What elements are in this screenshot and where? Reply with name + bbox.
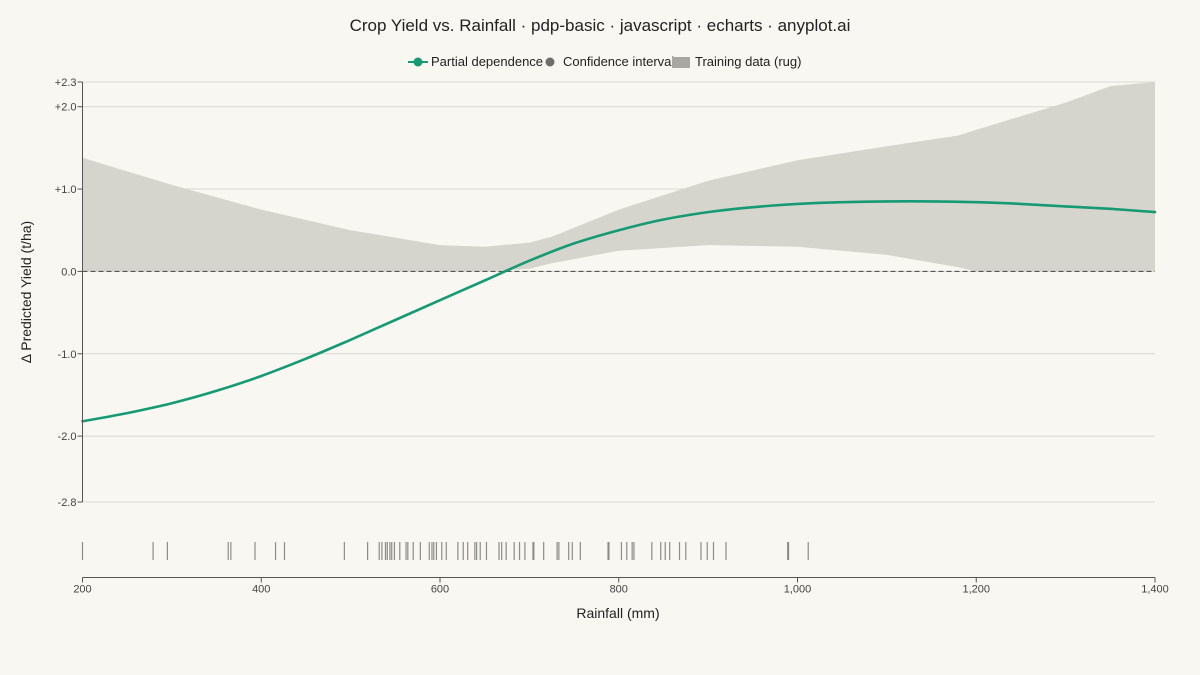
partial-dependence-line	[81, 200, 1157, 423]
y-tick-label: -1.0	[58, 349, 77, 361]
confidence-band	[82, 82, 1155, 272]
x-tick-label: 600	[431, 584, 449, 596]
legend-rect-icon	[672, 57, 690, 68]
legend-label-confidence-interval: Confidence interval	[563, 54, 674, 69]
x-axis-title: Rainfall (mm)	[576, 605, 659, 621]
x-tick-label: 1,000	[784, 584, 812, 596]
y-axis: +2.3 +2.0 +1.0 0.0 -1.0 -2.0 -2.8	[55, 77, 83, 509]
legend-item-training-data[interactable]: Training data (rug)	[672, 54, 801, 69]
x-tick-label: 800	[610, 584, 628, 596]
legend-label-partial-dependence: Partial dependence	[431, 54, 543, 69]
y-tick-label: +1.0	[55, 184, 77, 196]
chart-title: Crop Yield vs. Rainfall · pdp-basic · ja…	[350, 16, 851, 35]
y-tick-label: +2.3	[55, 77, 77, 89]
y-tick-label: +2.0	[55, 102, 77, 114]
legend-marker-icon	[413, 57, 423, 67]
x-tick-label: 400	[252, 584, 270, 596]
y-tick-label: -2.0	[58, 431, 77, 443]
legend[interactable]: Partial dependence Confidence interval T…	[408, 54, 801, 69]
x-axis: 200 400 600 800 1,000 1,200 1,400	[73, 577, 1169, 596]
legend-label-training-data: Training data (rug)	[695, 54, 801, 69]
legend-item-confidence-interval[interactable]: Confidence interval	[545, 54, 675, 69]
y-tick-label: 0.0	[61, 266, 76, 278]
x-tick-label: 1,400	[1141, 584, 1169, 596]
legend-item-partial-dependence[interactable]: Partial dependence	[408, 54, 543, 69]
partial-dependence-series	[81, 200, 1157, 423]
y-tick-label: -2.8	[58, 497, 77, 509]
x-tick-label: 1,200	[962, 584, 990, 596]
confidence-band-area	[82, 82, 1155, 272]
legend-circle-icon	[545, 57, 555, 67]
y-axis-title: Δ Predicted Yield (t/ha)	[18, 221, 34, 363]
rug-plot	[81, 542, 809, 560]
x-tick-label: 200	[73, 584, 91, 596]
